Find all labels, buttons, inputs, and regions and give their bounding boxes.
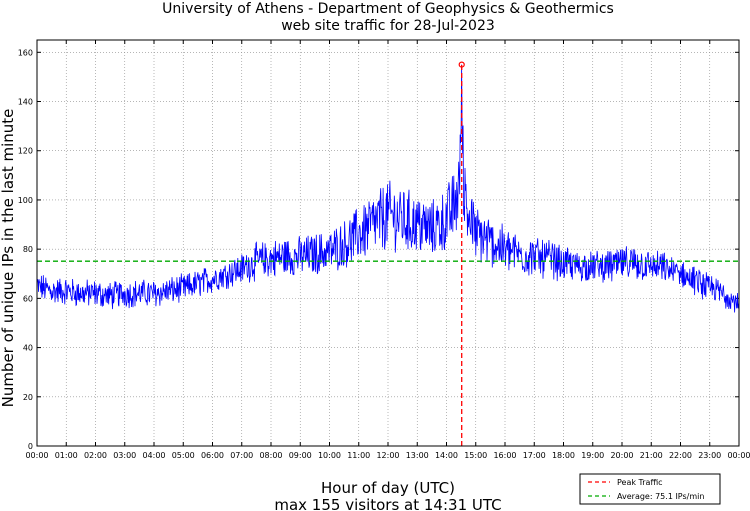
footer-max-visitors: max 155 visitors at 14:31 UTC <box>274 496 501 511</box>
legend-peak-label: Peak Traffic <box>617 478 663 487</box>
x-tick-label: 07:00 <box>230 451 253 460</box>
x-tick-label: 17:00 <box>523 451 546 460</box>
x-tick-label: 01:00 <box>55 451 78 460</box>
x-tick-label: 16:00 <box>493 451 516 460</box>
x-tick-label: 23:00 <box>698 451 721 460</box>
chart-title: University of Athens - Department of Geo… <box>162 1 614 17</box>
reference-lines <box>37 61 739 446</box>
y-tick-label: 60 <box>23 294 33 303</box>
x-tick-label: 10:00 <box>318 451 341 460</box>
y-tick-label: 20 <box>23 393 33 402</box>
x-tick-label: 05:00 <box>172 451 195 460</box>
x-tick-label: 03:00 <box>113 451 136 460</box>
grid-lines <box>37 40 739 446</box>
y-tick-label: 120 <box>18 147 33 156</box>
x-tick-label: 12:00 <box>376 451 399 460</box>
y-tick-label: 140 <box>18 98 33 107</box>
y-axis-label: Number of unique IPs in the last minute <box>0 109 17 408</box>
y-tick-label: 160 <box>18 48 33 57</box>
x-tick-label: 06:00 <box>201 451 224 460</box>
legend-average-label: Average: 75.1 IPs/min <box>617 492 704 501</box>
legend: Peak Traffic Average: 75.1 IPs/min <box>579 473 721 505</box>
plot-frame <box>36 39 740 447</box>
x-tick-label: 08:00 <box>259 451 282 460</box>
x-tick-label: 19:00 <box>581 451 604 460</box>
traffic-line <box>36 64 739 313</box>
y-tick-label: 80 <box>23 245 33 254</box>
x-tick-label: 22:00 <box>669 451 692 460</box>
x-tick-label: 21:00 <box>640 451 663 460</box>
x-tick-label: 13:00 <box>406 451 429 460</box>
x-tick-label: 18:00 <box>552 451 575 460</box>
y-tick-label: 0 <box>28 442 33 451</box>
x-axis-label: Hour of day (UTC) <box>321 479 455 497</box>
x-tick-label: 00:00 <box>25 451 48 460</box>
chart-subtitle: web site traffic for 28-Jul-2023 <box>281 18 495 34</box>
x-tick-label: 04:00 <box>142 451 165 460</box>
x-tick-label: 14:00 <box>435 451 458 460</box>
x-tick-label: 20:00 <box>610 451 633 460</box>
axis-ticks: 00:00 01:00 02:00 03:00 04:00 05:00 06:00 07:00… <box>18 40 750 460</box>
legend-box <box>579 473 721 505</box>
peak-marker <box>458 61 465 68</box>
x-tick-label: 02:00 <box>84 451 107 460</box>
x-tick-label: 11:00 <box>347 451 370 460</box>
series-group <box>36 64 739 313</box>
x-tick-label: 00:00 <box>727 451 750 460</box>
y-tick-label: 40 <box>23 344 33 353</box>
x-tick-label: 15:00 <box>464 451 487 460</box>
y-tick-label: 100 <box>18 196 33 205</box>
x-tick-label: 09:00 <box>289 451 312 460</box>
